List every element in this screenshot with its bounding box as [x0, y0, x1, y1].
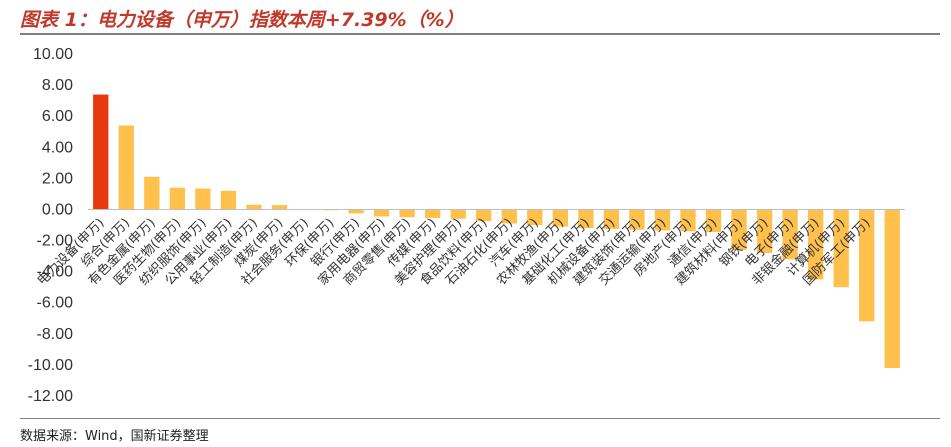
- figure-title: 图表 1：电力设备（申万）指数本周+7.39%（%）: [20, 9, 464, 31]
- source-rule: [20, 418, 940, 419]
- y-tick-label: 4.00: [42, 139, 73, 156]
- y-tick-label: -6.00: [37, 295, 74, 312]
- bar: [705, 209, 722, 232]
- bar: [629, 209, 645, 230]
- bar: [578, 209, 594, 229]
- bar: [833, 209, 849, 288]
- category-labels: 电力设备(申万)综合(申万)有色金属(申万)医药生物(申万)纺织服饰(申万)公用…: [34, 215, 874, 289]
- bar: [552, 209, 568, 227]
- bar: [501, 209, 517, 224]
- bar: [654, 209, 671, 231]
- bars: [93, 94, 900, 369]
- y-axis: 10.00 8.00 6.00 4.00 2.00 0.00 -2.00 -4.00 -6.00…: [28, 46, 73, 405]
- bar: [118, 125, 134, 210]
- bar: [373, 209, 390, 217]
- bar: [144, 176, 160, 210]
- bar: [782, 209, 798, 260]
- y-tick-label: -10.00: [28, 357, 73, 374]
- y-tick-label: -8.00: [37, 326, 74, 343]
- title-rule: [20, 33, 940, 35]
- bar: [271, 205, 288, 210]
- bar: [527, 209, 543, 225]
- bar: [399, 209, 415, 218]
- bar: [884, 209, 900, 369]
- y-tick-label: -2.00: [37, 233, 74, 250]
- bar: [425, 209, 441, 219]
- bar: [680, 209, 696, 232]
- bar: [450, 209, 466, 219]
- y-tick-label: -4.00: [37, 264, 74, 281]
- bar: [246, 204, 262, 210]
- y-tick-label: 6.00: [42, 108, 73, 125]
- bar: [220, 190, 237, 210]
- y-tick-label: 10.00: [33, 46, 73, 63]
- bar: [731, 209, 747, 250]
- bar: [195, 188, 211, 210]
- y-tick-label: 2.00: [42, 170, 73, 187]
- bar: [756, 209, 773, 253]
- bar: [476, 209, 492, 222]
- bar: [859, 209, 875, 322]
- y-tick-label: -12.00: [28, 388, 73, 405]
- y-tick-label: 0.00: [42, 201, 73, 218]
- y-tick-label: 8.00: [42, 77, 73, 94]
- bar: [169, 187, 186, 210]
- bar: [348, 209, 364, 214]
- source-note: 数据来源：Wind，国新证券整理: [20, 429, 209, 444]
- bar: [603, 209, 620, 229]
- bar: [807, 209, 824, 280]
- bar: [93, 94, 109, 210]
